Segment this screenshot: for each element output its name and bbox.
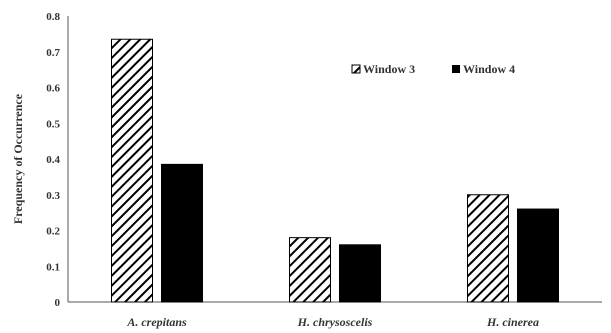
x-tick-labels: A. crepitans H. chrysoscelis H. cinerea (126, 315, 539, 329)
y-tick-label: 0.2 (46, 226, 60, 238)
x-tick-label: H. chrysoscelis (297, 315, 373, 329)
x-tick-label: H. cinerea (486, 315, 539, 329)
y-tick-label: 0.8 (46, 11, 60, 23)
y-tick-labels: 0 0.1 0.2 0.3 0.4 0.5 0.6 0.7 0.8 (46, 11, 60, 309)
y-tick-label: 0.3 (46, 190, 60, 202)
legend-swatch-window-4 (452, 65, 460, 73)
legend-label-window-3: Window 3 (363, 62, 415, 76)
y-tick-label: 0.6 (46, 83, 60, 95)
bar-window-3 (112, 39, 153, 302)
y-axis-title: Frequency of Occurrence (11, 93, 25, 224)
bars (112, 39, 559, 302)
y-tick-label: 0 (55, 297, 61, 309)
y-tick-label: 0.1 (46, 261, 60, 273)
bar-window-3 (468, 195, 509, 302)
y-tick-label: 0.5 (46, 118, 60, 130)
legend-swatch-window-3 (352, 65, 360, 73)
bar-window-4 (518, 209, 559, 302)
x-tick-label: A. crepitans (126, 315, 187, 329)
bar-window-3 (290, 238, 331, 302)
legend: Window 3 Window 4 (352, 62, 515, 76)
y-tick-label: 0.4 (46, 154, 60, 166)
y-tick-label: 0.7 (46, 47, 60, 59)
bar-window-4 (162, 164, 203, 302)
legend-label-window-4: Window 4 (463, 62, 515, 76)
bar-window-4 (340, 245, 381, 302)
